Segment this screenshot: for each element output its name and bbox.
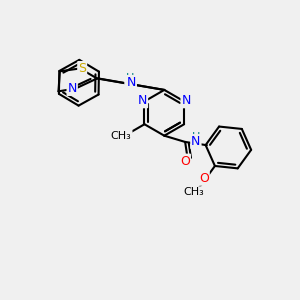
Text: O: O	[180, 154, 190, 168]
Text: N: N	[191, 135, 201, 148]
Text: H: H	[192, 132, 200, 142]
Text: N: N	[68, 82, 77, 95]
Text: H: H	[126, 73, 134, 83]
Text: S: S	[78, 62, 86, 75]
Text: N: N	[127, 76, 136, 89]
Text: N: N	[125, 76, 135, 89]
Text: O: O	[199, 172, 209, 185]
Text: CH₃: CH₃	[183, 187, 204, 197]
Text: H: H	[126, 72, 134, 82]
Text: N: N	[182, 94, 191, 107]
Text: N: N	[138, 94, 147, 107]
Text: CH₃: CH₃	[111, 131, 132, 141]
